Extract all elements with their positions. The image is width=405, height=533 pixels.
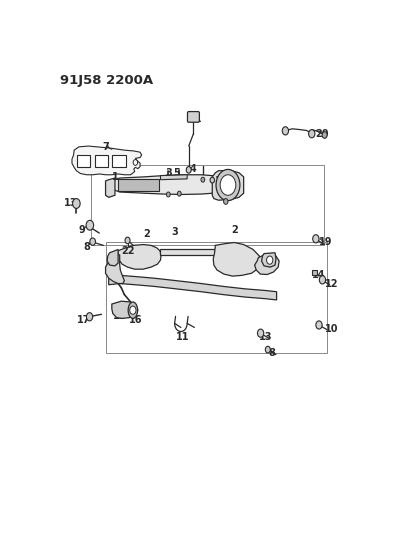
Polygon shape (106, 178, 115, 197)
Polygon shape (255, 254, 279, 274)
Text: 1: 1 (112, 172, 118, 182)
Circle shape (313, 235, 319, 243)
Text: 13: 13 (259, 332, 273, 342)
Circle shape (90, 238, 96, 245)
Text: 18: 18 (215, 176, 228, 186)
Circle shape (130, 306, 136, 314)
Polygon shape (77, 155, 90, 167)
Polygon shape (112, 155, 126, 167)
Text: 21: 21 (188, 115, 202, 124)
Polygon shape (72, 146, 142, 175)
Polygon shape (109, 276, 277, 300)
Polygon shape (112, 301, 138, 318)
Circle shape (316, 321, 322, 329)
Circle shape (265, 346, 271, 353)
Circle shape (258, 329, 264, 337)
Polygon shape (118, 245, 161, 269)
Circle shape (309, 130, 315, 138)
Text: 5: 5 (173, 168, 179, 177)
Circle shape (177, 191, 181, 196)
Text: 91J58 2200A: 91J58 2200A (60, 74, 153, 87)
Text: 16: 16 (129, 316, 142, 326)
Polygon shape (118, 179, 159, 191)
Polygon shape (107, 249, 118, 266)
Polygon shape (112, 175, 222, 195)
Text: 17: 17 (77, 316, 90, 326)
FancyBboxPatch shape (188, 111, 199, 122)
Text: 19: 19 (318, 238, 332, 247)
Polygon shape (160, 175, 187, 180)
Circle shape (125, 237, 130, 244)
Polygon shape (106, 255, 124, 284)
Circle shape (72, 199, 80, 208)
Text: 15: 15 (113, 311, 126, 321)
Text: 13: 13 (64, 198, 78, 208)
Polygon shape (262, 253, 276, 267)
Text: 12: 12 (325, 279, 338, 288)
Bar (312, 270, 317, 274)
Circle shape (266, 256, 273, 264)
Text: 2: 2 (231, 225, 238, 235)
Circle shape (133, 159, 138, 165)
Text: 6: 6 (225, 190, 231, 200)
Circle shape (86, 220, 94, 230)
Circle shape (319, 276, 326, 284)
Circle shape (210, 177, 215, 183)
Circle shape (166, 192, 170, 197)
Text: 3: 3 (165, 168, 172, 177)
Text: 9: 9 (79, 225, 85, 235)
Polygon shape (160, 248, 217, 255)
Text: 3: 3 (171, 227, 178, 237)
Text: 20: 20 (315, 129, 329, 139)
Text: 10: 10 (325, 324, 338, 334)
Text: 7: 7 (102, 142, 109, 152)
Text: 11: 11 (176, 332, 189, 342)
Circle shape (86, 313, 93, 321)
Circle shape (282, 127, 288, 135)
Circle shape (201, 177, 205, 182)
Ellipse shape (128, 302, 138, 318)
Circle shape (216, 169, 240, 200)
Circle shape (220, 175, 236, 195)
Circle shape (224, 199, 228, 204)
Polygon shape (94, 155, 109, 167)
Polygon shape (213, 243, 260, 276)
Text: 4: 4 (190, 164, 197, 174)
Text: 8: 8 (83, 241, 90, 252)
Text: 8: 8 (269, 348, 275, 358)
Polygon shape (212, 171, 244, 200)
Circle shape (186, 166, 191, 173)
Circle shape (322, 132, 327, 138)
Text: 14: 14 (312, 270, 326, 280)
Text: 22: 22 (121, 246, 134, 256)
Text: 2: 2 (143, 229, 150, 239)
